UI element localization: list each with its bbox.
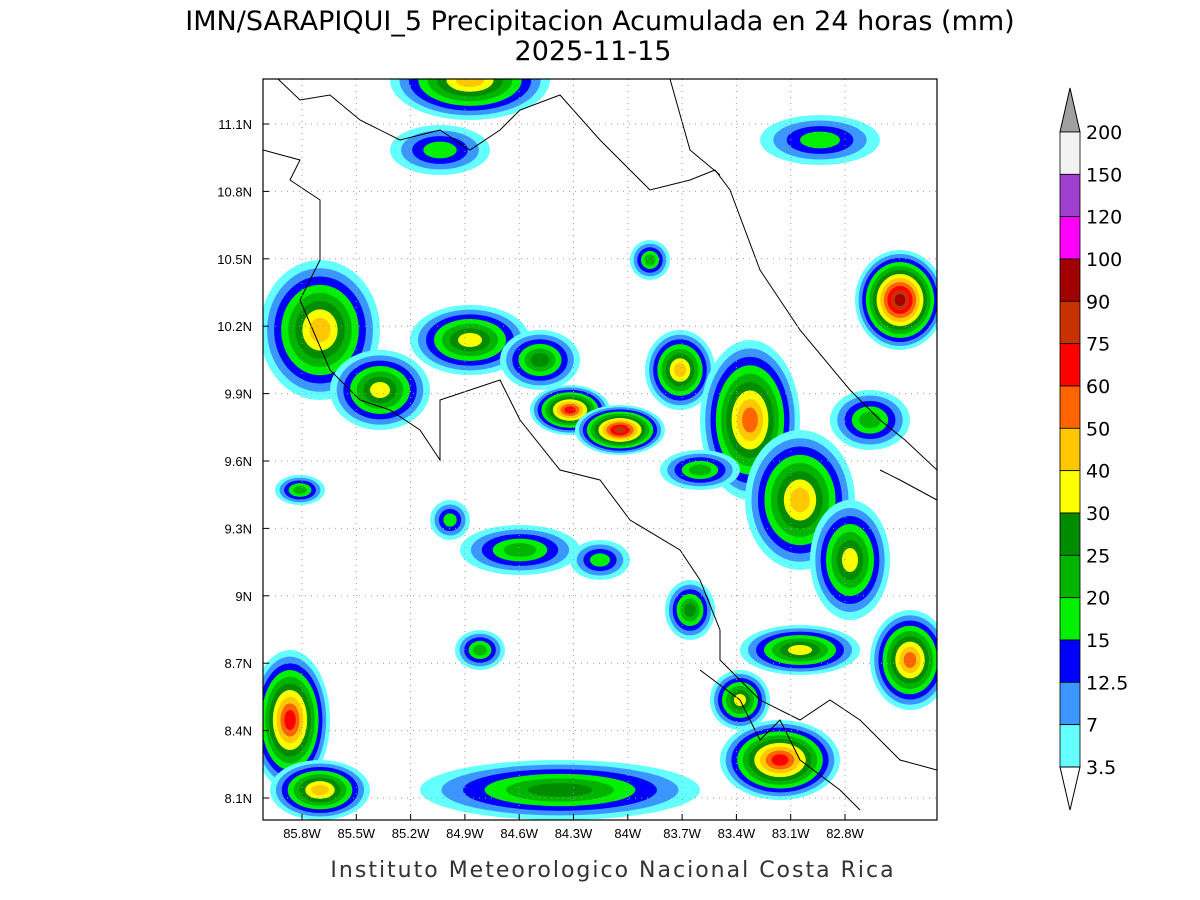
precip-contour bbox=[644, 254, 656, 266]
colorbar-segment bbox=[1059, 512, 1081, 556]
precip-contour bbox=[859, 411, 881, 429]
colorbar-label: 30 bbox=[1086, 503, 1110, 525]
lon-label: 84.9W bbox=[446, 826, 484, 841]
colorbar-segment bbox=[1059, 470, 1081, 514]
colorbar-label: 200 bbox=[1086, 122, 1122, 144]
colorbar-segment bbox=[1059, 385, 1081, 429]
lat-label: 8.1N bbox=[225, 791, 252, 806]
lon-label: 84.3W bbox=[555, 826, 593, 841]
lon-label: 85.8W bbox=[283, 826, 321, 841]
colorbar-label: 12.5 bbox=[1086, 672, 1128, 694]
precip-contour bbox=[614, 426, 626, 434]
colorbar-segment bbox=[1059, 343, 1081, 387]
lat-label: 8.7N bbox=[225, 656, 252, 671]
precip-contour bbox=[443, 513, 457, 527]
lat-label: 9.6N bbox=[225, 454, 252, 469]
colorbar-label: 3.5 bbox=[1086, 757, 1116, 779]
lon-label: 83.4W bbox=[718, 826, 756, 841]
precip-contour bbox=[590, 553, 610, 567]
precip-contour bbox=[689, 464, 711, 476]
colorbar-segment bbox=[1059, 639, 1081, 683]
title: IMN/SARAPIQUI_5 Precipitacion Acumulada … bbox=[185, 6, 1014, 37]
footer: Instituto Meteorologico Nacional Costa R… bbox=[330, 858, 895, 883]
lon-label: 85.5W bbox=[338, 826, 376, 841]
colorbar-label: 50 bbox=[1086, 418, 1110, 440]
colorbar-min-arrow bbox=[1059, 766, 1081, 811]
precip-contour bbox=[903, 652, 917, 668]
precip-contour bbox=[894, 294, 906, 306]
lon-label: 85.2W bbox=[392, 826, 430, 841]
lat-label: 10.2N bbox=[217, 319, 252, 334]
precip-contour bbox=[842, 548, 858, 572]
precip-contour bbox=[684, 603, 696, 617]
colorbar-label: 15 bbox=[1086, 630, 1110, 652]
precip-contour bbox=[423, 141, 457, 159]
colorbar-label: 90 bbox=[1086, 291, 1110, 313]
colorbar-segment bbox=[1059, 554, 1081, 599]
colorbar-label: 60 bbox=[1086, 376, 1110, 398]
colorbar-label: 20 bbox=[1086, 588, 1110, 610]
precip-contour bbox=[527, 783, 593, 797]
lat-label: 8.4N bbox=[225, 724, 252, 739]
lon-label: 82.8W bbox=[826, 826, 864, 841]
colorbar-segment bbox=[1059, 258, 1081, 302]
colorbar-label: 120 bbox=[1086, 207, 1122, 229]
lat-label: 9N bbox=[235, 589, 252, 604]
lon-label: 84W bbox=[614, 826, 641, 841]
colorbar-label: 150 bbox=[1086, 164, 1122, 186]
precip-contour bbox=[530, 353, 550, 367]
precip-contour bbox=[309, 317, 331, 343]
colorbar-segment bbox=[1059, 300, 1081, 345]
colorbar-segment bbox=[1059, 216, 1081, 260]
precip-contour bbox=[564, 406, 576, 414]
colorbar-max-arrow bbox=[1059, 87, 1081, 133]
subtitle: 2025-11-15 bbox=[515, 36, 672, 67]
lat-label: 10.8N bbox=[217, 184, 252, 199]
colorbar-label: 75 bbox=[1086, 334, 1110, 356]
precip-contour bbox=[771, 754, 789, 766]
lat-label: 9.9N bbox=[225, 387, 252, 402]
precip-contour bbox=[293, 485, 307, 495]
precip-contour bbox=[673, 362, 687, 378]
colorbar-label: 25 bbox=[1086, 545, 1110, 567]
colorbar-segment bbox=[1059, 131, 1081, 175]
coastlines bbox=[263, 79, 937, 811]
colorbar-label: 100 bbox=[1086, 249, 1122, 271]
lat-label: 11.1N bbox=[218, 117, 252, 132]
precip-contour bbox=[473, 644, 487, 656]
colorbar-segment bbox=[1059, 597, 1081, 641]
precip-contour bbox=[503, 543, 537, 557]
colorbar-segment bbox=[1059, 681, 1081, 726]
colorbar-label: 7 bbox=[1086, 715, 1098, 737]
colorbar-segment bbox=[1059, 427, 1081, 472]
precip-contour bbox=[284, 710, 296, 730]
lat-label: 9.3N bbox=[225, 521, 252, 536]
lon-label: 84.6W bbox=[500, 826, 538, 841]
map-frame bbox=[262, 78, 938, 821]
precip-contour bbox=[742, 407, 758, 433]
precip-field bbox=[263, 79, 937, 820]
colorbar-label: 40 bbox=[1086, 461, 1110, 483]
grid bbox=[263, 79, 937, 820]
colorbar-segment bbox=[1059, 173, 1081, 218]
lon-label: 83.1W bbox=[772, 826, 810, 841]
colorbar-segment bbox=[1059, 724, 1081, 768]
precip-contour bbox=[370, 382, 390, 398]
precip-contour bbox=[800, 131, 840, 149]
precip-contour bbox=[458, 333, 482, 347]
precip-contour bbox=[788, 645, 812, 655]
lat-label: 10.5N bbox=[217, 252, 252, 267]
lon-label: 83.7W bbox=[663, 826, 701, 841]
precip-contour bbox=[790, 487, 810, 513]
precip-contour bbox=[311, 784, 329, 796]
precip-contour bbox=[455, 79, 485, 88]
